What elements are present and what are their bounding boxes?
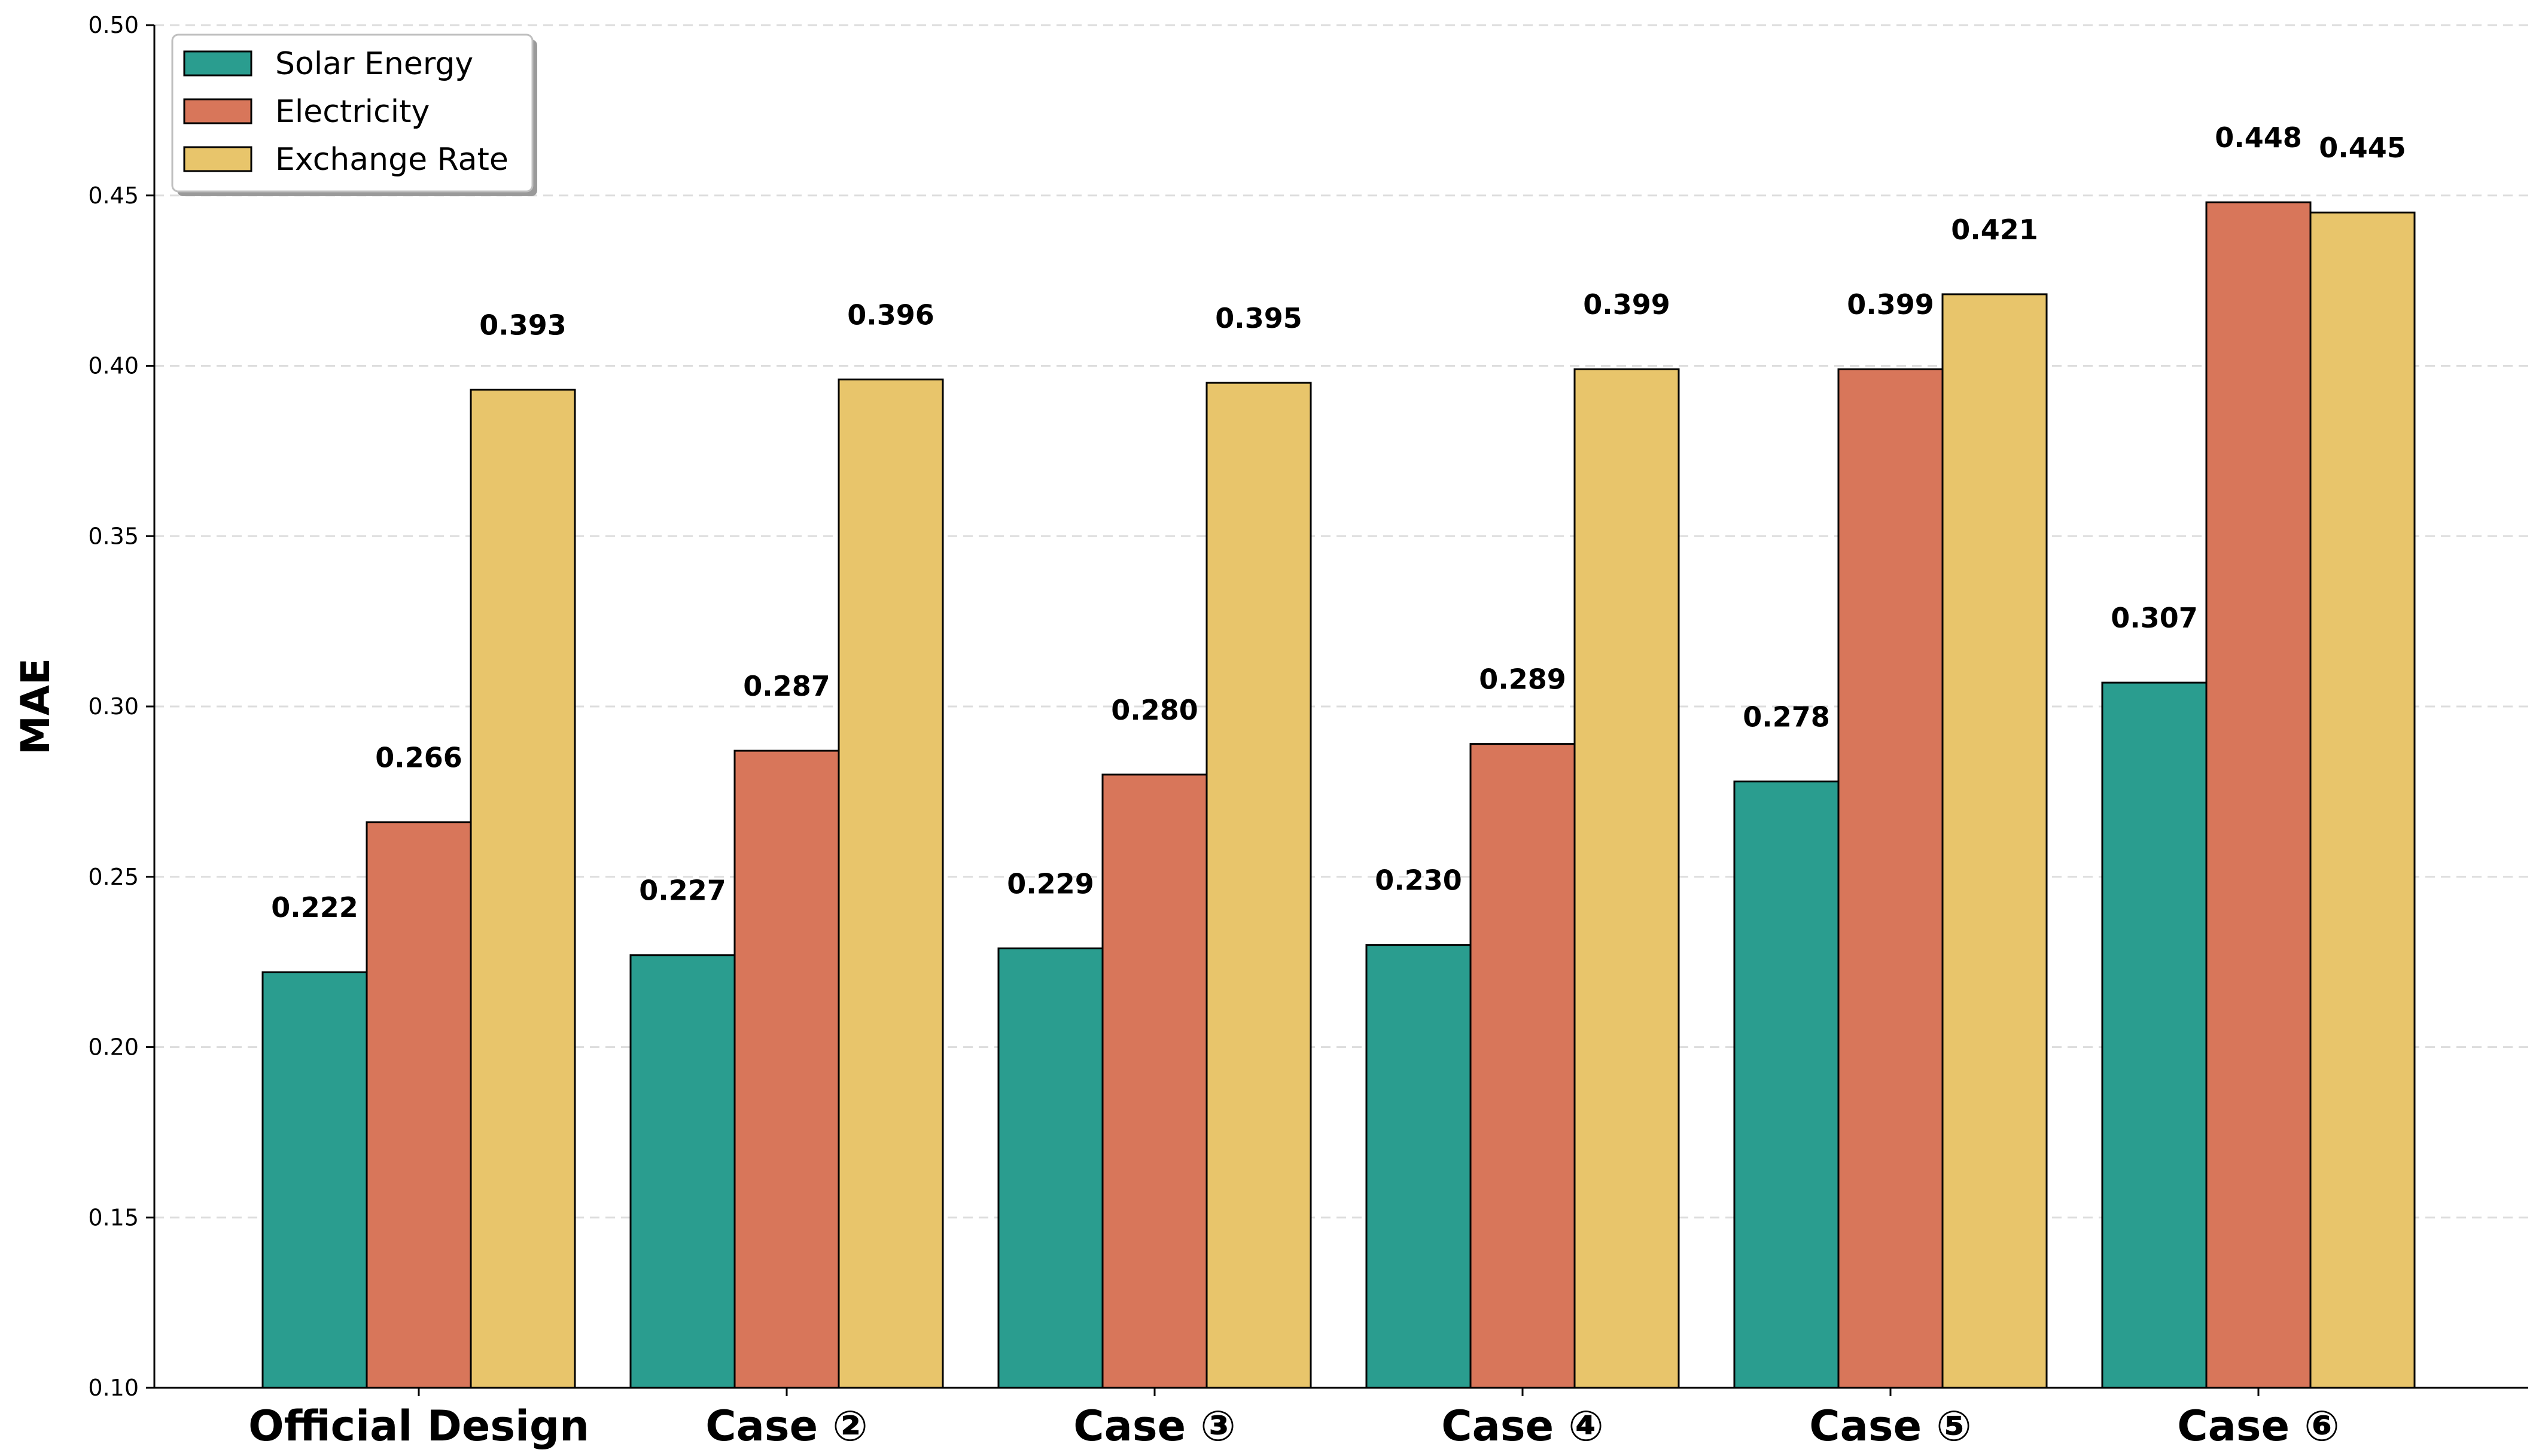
y-tick-label: 0.15: [88, 1204, 139, 1230]
legend-box: [171, 33, 534, 193]
x-tick-label: Case ⑥: [2177, 1402, 2339, 1451]
value-labels: 0.222 0.266 0.393 0.227 0.287 0.396 0.229 0.280…: [271, 121, 2406, 924]
x-tick-label: Case ⑤: [1809, 1402, 1971, 1451]
data-label: 0.445: [2319, 132, 2406, 164]
bar-electricity[interactable]: [733, 750, 840, 1389]
data-label: 0.278: [1743, 700, 1830, 733]
bar-exchange-rate[interactable]: [2309, 211, 2416, 1389]
bar-electricity[interactable]: [1469, 743, 1576, 1389]
x-tick-label: Case ③: [1073, 1402, 1235, 1451]
bar-solar-energy[interactable]: [2101, 681, 2208, 1389]
data-label: 0.399: [1847, 288, 1934, 321]
data-label: 0.287: [743, 670, 830, 702]
data-label: 0.229: [1007, 867, 1094, 900]
y-tick-label: 0.30: [88, 693, 139, 720]
y-tick-label: 0.35: [88, 523, 139, 549]
data-label: 0.227: [639, 875, 726, 907]
data-label: 0.222: [271, 891, 358, 924]
bar-exchange-rate[interactable]: [838, 378, 944, 1389]
data-label: 0.280: [1111, 694, 1198, 726]
bar-solar-energy[interactable]: [1365, 944, 1472, 1389]
y-tick-label: 0.25: [88, 864, 139, 890]
data-label: 0.230: [1375, 864, 1462, 897]
x-tick-label: Case ②: [705, 1402, 867, 1451]
data-label: 0.421: [1951, 214, 2038, 246]
data-label: 0.395: [1215, 302, 1302, 334]
x-tick-label: Official Design: [248, 1402, 589, 1451]
y-tick-label: 0.40: [88, 353, 139, 379]
y-tick-label: 0.10: [88, 1375, 139, 1401]
y-tick-label: 0.20: [88, 1034, 139, 1061]
y-tick-label: 0.50: [88, 12, 139, 38]
legend-label: Solar Energy: [275, 46, 473, 82]
bar-solar-energy[interactable]: [1733, 780, 1840, 1389]
bar-electricity[interactable]: [2205, 201, 2312, 1389]
legend-label: Exchange Rate: [275, 142, 509, 178]
legend-label: Electricity: [275, 94, 430, 130]
bar-solar-energy[interactable]: [261, 971, 368, 1389]
data-label: 0.393: [479, 309, 567, 341]
legend-swatch: [183, 50, 252, 77]
bar-exchange-rate[interactable]: [1205, 382, 1312, 1389]
legend-swatch: [183, 98, 252, 124]
data-label: 0.399: [1583, 288, 1670, 321]
data-label: 0.448: [2215, 121, 2302, 154]
bar-electricity[interactable]: [366, 821, 472, 1389]
axes: 0.10 0.15 0.20 0.25 0.30 0.35 0.40 0.45 0.50 Offi…: [13, 12, 2528, 1451]
bar-electricity[interactable]: [1837, 368, 1944, 1389]
bars: [261, 201, 2416, 1389]
bar-exchange-rate[interactable]: [1573, 368, 1680, 1389]
bar-solar-energy[interactable]: [997, 947, 1104, 1389]
bar-exchange-rate[interactable]: [1941, 293, 2048, 1389]
data-label: 0.307: [2111, 602, 2198, 634]
y-tick-label: 0.45: [88, 182, 139, 209]
data-label: 0.266: [375, 742, 462, 774]
y-axis-title: MAE: [13, 658, 59, 755]
data-label: 0.289: [1479, 663, 1566, 696]
bar-exchange-rate[interactable]: [470, 388, 576, 1389]
x-tick-label: Case ④: [1441, 1402, 1603, 1451]
bar-electricity[interactable]: [1101, 773, 1208, 1389]
legend[interactable]: Solar Energy Electricity Exchange Rate: [171, 33, 537, 196]
data-label: 0.396: [847, 298, 934, 331]
legend-swatch: [183, 146, 252, 172]
bar-solar-energy[interactable]: [629, 954, 736, 1389]
